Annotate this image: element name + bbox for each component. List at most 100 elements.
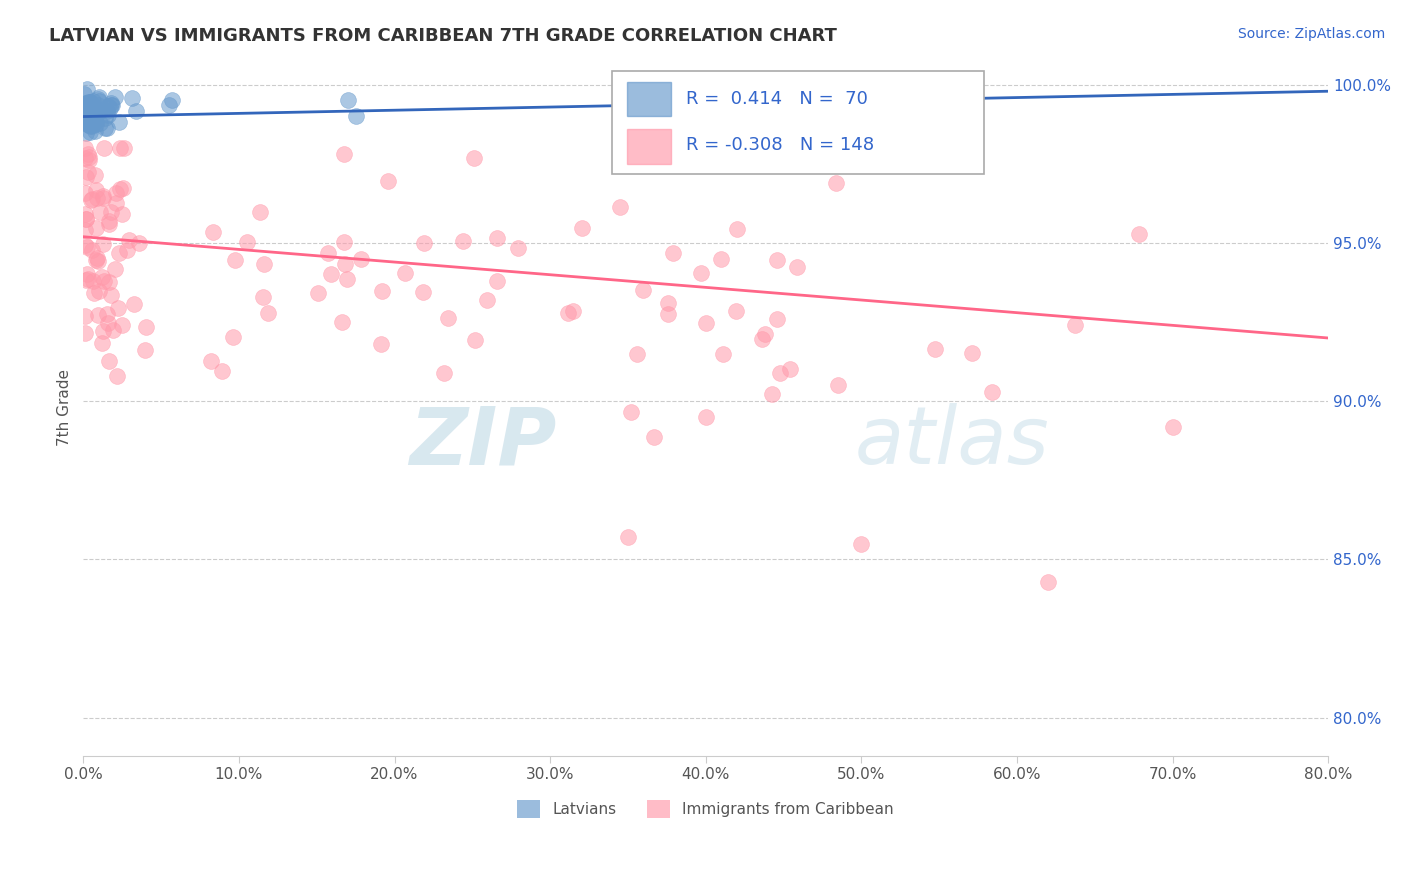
Point	[617, 530, 640, 544]
Point	[73, 141, 96, 155]
Point	[76, 81, 98, 95]
Point	[87, 103, 110, 117]
Point	[73, 114, 96, 128]
Point	[224, 253, 246, 268]
Point	[75, 207, 97, 221]
Point	[711, 346, 734, 360]
Point	[77, 153, 100, 168]
Point	[1161, 419, 1184, 434]
Point	[84, 221, 107, 235]
Point	[889, 77, 911, 91]
Point	[96, 104, 118, 119]
Point	[79, 108, 101, 122]
Point	[87, 308, 110, 322]
Point	[690, 266, 713, 280]
Point	[105, 369, 128, 384]
Point	[211, 364, 233, 378]
Point	[100, 95, 122, 110]
Point	[104, 262, 127, 277]
Text: Source: ZipAtlas.com: Source: ZipAtlas.com	[1237, 27, 1385, 41]
Point	[980, 384, 1002, 399]
Point	[344, 109, 367, 123]
Point	[1036, 574, 1059, 589]
Point	[779, 362, 801, 376]
Point	[433, 366, 456, 380]
Point	[766, 252, 789, 267]
Point	[79, 102, 101, 116]
Point	[134, 343, 156, 357]
Point	[851, 536, 873, 550]
Point	[84, 253, 107, 268]
Point	[252, 290, 274, 304]
Point	[82, 192, 104, 206]
Point	[73, 87, 96, 101]
Point	[125, 103, 148, 118]
Point	[87, 253, 110, 268]
Point	[128, 235, 150, 250]
Y-axis label: 7th Grade: 7th Grade	[58, 369, 72, 446]
Point	[437, 311, 460, 326]
Point	[76, 165, 98, 179]
Point	[79, 104, 101, 119]
Point	[77, 109, 100, 123]
Point	[333, 235, 356, 249]
Point	[80, 119, 103, 133]
Point	[464, 333, 486, 347]
Point	[80, 118, 103, 132]
Point	[330, 315, 353, 329]
Text: R =  0.414   N =  70: R = 0.414 N = 70	[686, 90, 868, 108]
Point	[84, 123, 107, 137]
Point	[80, 105, 103, 120]
Point	[108, 115, 131, 129]
Point	[111, 181, 134, 195]
Point	[377, 174, 399, 188]
Text: ZIP: ZIP	[409, 403, 557, 482]
Point	[75, 127, 97, 141]
Point	[75, 273, 97, 287]
Point	[111, 207, 134, 221]
Point	[73, 151, 96, 165]
Point	[882, 94, 904, 108]
Point	[104, 186, 127, 200]
Point	[77, 113, 100, 128]
Legend: Latvians, Immigrants from Caribbean: Latvians, Immigrants from Caribbean	[512, 794, 900, 824]
Point	[107, 301, 129, 316]
Point	[89, 94, 111, 108]
Point	[75, 212, 97, 227]
Point	[485, 231, 508, 245]
Point	[84, 103, 107, 117]
Point	[101, 323, 124, 337]
Point	[75, 96, 97, 111]
Point	[82, 110, 104, 124]
Point	[754, 327, 776, 342]
Point	[90, 336, 112, 351]
Point	[89, 90, 111, 104]
Point	[118, 233, 141, 247]
Point	[89, 103, 111, 118]
Point	[73, 326, 96, 340]
Point	[73, 103, 96, 117]
Point	[617, 88, 640, 103]
Point	[76, 96, 98, 111]
Point	[82, 107, 104, 121]
Point	[87, 284, 110, 298]
Point	[79, 104, 101, 119]
Point	[724, 304, 747, 318]
Point	[80, 106, 103, 120]
Point	[75, 212, 97, 227]
Point	[751, 332, 773, 346]
Point	[79, 109, 101, 123]
Point	[93, 141, 115, 155]
Point	[307, 285, 329, 300]
Point	[82, 104, 104, 119]
Point	[100, 98, 122, 112]
Point	[115, 244, 138, 258]
Point	[350, 252, 373, 267]
Point	[108, 141, 131, 155]
Point	[104, 195, 127, 210]
Point	[562, 304, 585, 318]
Point	[87, 92, 110, 106]
Point	[80, 193, 103, 207]
Point	[76, 113, 98, 128]
Point	[98, 275, 121, 289]
